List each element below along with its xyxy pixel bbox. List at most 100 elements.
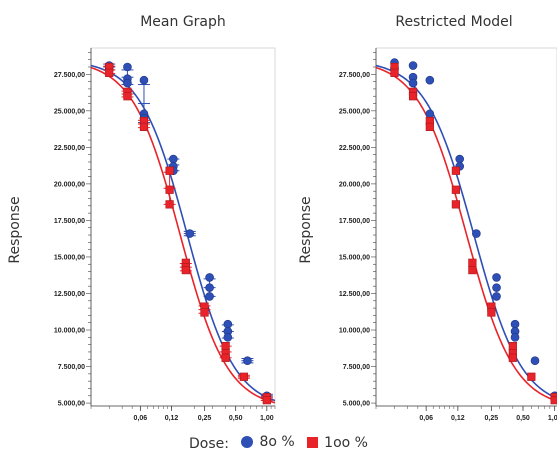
y-tick-label: 5.000,00 [343, 401, 370, 408]
legend: Dose: 8o % 1oo % [0, 434, 557, 452]
chart-title: Mean Graph [140, 14, 226, 30]
legend-title: Dose: [189, 436, 230, 452]
x-tick-label: 1,00 [548, 415, 557, 422]
data-point [390, 68, 399, 77]
x-tick-label: 0,06 [419, 415, 433, 422]
data-point [262, 396, 271, 405]
data-point [530, 356, 540, 366]
figure: Mean Graph Response 5.000,00 7.500,00 10.0… [7, 14, 557, 422]
fit-curve-80 [90, 64, 275, 402]
data-point [468, 266, 477, 275]
data-point [508, 341, 517, 351]
y-tick-label: 17.500,00 [339, 218, 370, 225]
y-tick-label: 25.000,00 [339, 108, 370, 115]
x-tick-label: 0,25 [485, 415, 499, 422]
data-point [221, 353, 230, 362]
data-point [472, 229, 481, 238]
data-point [243, 356, 252, 366]
plot-frame [90, 47, 276, 407]
data-point [200, 308, 209, 317]
data-point [123, 78, 132, 88]
data-point [223, 333, 233, 342]
data-point [425, 109, 435, 119]
data-point [139, 122, 149, 132]
plot-area [90, 61, 275, 405]
y-axis-label: Response [7, 196, 23, 263]
data-point [221, 341, 230, 351]
data-point [510, 333, 520, 342]
y-tick-label: 22.500,00 [54, 145, 85, 152]
data-point [139, 75, 149, 85]
y-tick-label: 12.500,00 [339, 291, 370, 298]
y-tick-label: 5.000,00 [58, 401, 85, 408]
y-tick-label: 17.500,00 [54, 218, 85, 225]
data-point [468, 258, 477, 267]
x-tick-label: 0,06 [134, 415, 148, 422]
chart-panel-restricted-model: Restricted Model Response 5.000,00 7.500,… [298, 14, 557, 422]
data-point [451, 166, 460, 175]
data-point [451, 185, 460, 194]
data-point [123, 92, 132, 101]
data-point [181, 266, 190, 275]
data-point [527, 372, 536, 381]
y-tick-label: 7.500,00 [58, 364, 85, 371]
data-point [492, 283, 501, 292]
data-point [425, 122, 434, 132]
data-point [451, 200, 460, 209]
data-point [408, 61, 418, 70]
data-point [455, 154, 464, 164]
x-tick-label: 1,00 [260, 415, 274, 422]
data-point [408, 78, 418, 88]
x-tick-label: 0,12 [165, 415, 179, 422]
data-point [408, 92, 418, 101]
legend-item-80: 8o % [241, 434, 295, 450]
y-tick-label: 15.000,00 [339, 254, 370, 261]
y-tick-label: 27.500,00 [54, 72, 85, 79]
y-tick-label: 25.000,00 [54, 108, 85, 115]
y-tick-label: 20.000,00 [54, 181, 85, 188]
x-tick-label: 0,12 [451, 415, 465, 422]
data-point [205, 283, 214, 292]
data-point [239, 372, 248, 381]
data-point [550, 396, 557, 405]
y-tick-label: 7.500,00 [343, 364, 370, 371]
plot-area [375, 58, 557, 405]
circle-marker-icon [241, 436, 254, 448]
chart-panel-mean-graph: Mean Graph Response 5.000,00 7.500,00 10.0… [7, 14, 276, 422]
data-point [205, 273, 214, 282]
data-point [165, 166, 174, 175]
x-tick-label: 0,50 [229, 415, 243, 422]
y-tick-label: 27.500,00 [339, 72, 370, 79]
y-tick-label: 10.000,00 [339, 328, 370, 335]
x-tick-label: 0,25 [198, 415, 212, 422]
y-tick-label: 10.000,00 [54, 328, 85, 335]
data-point [425, 75, 435, 85]
x-tick-label: 0,50 [516, 415, 530, 422]
data-point [185, 229, 195, 238]
legend-label: 8o % [259, 434, 295, 450]
y-tick-label: 20.000,00 [339, 181, 370, 188]
y-tick-label: 22.500,00 [339, 145, 370, 152]
data-point [205, 292, 214, 301]
data-point [123, 62, 132, 72]
data-point [105, 68, 114, 77]
data-point [165, 200, 174, 209]
data-point [165, 185, 174, 194]
data-point [508, 353, 517, 362]
square-marker-icon [307, 437, 319, 448]
data-point [169, 154, 178, 164]
legend-item-100: 1oo % [307, 435, 368, 451]
data-point [223, 319, 233, 329]
data-point [487, 308, 496, 317]
legend-label: 1oo % [324, 434, 368, 451]
chart-title: Restricted Model [395, 14, 512, 30]
data-point [510, 319, 520, 329]
plot-frame [375, 47, 557, 407]
fit-curve-100 [375, 66, 557, 402]
y-tick-label: 15.000,00 [54, 254, 85, 261]
data-point [492, 292, 501, 301]
fit-curve-100 [90, 66, 275, 404]
y-axis-label: Response [298, 196, 314, 263]
y-tick-label: 12.500,00 [54, 291, 85, 298]
data-point [492, 273, 501, 282]
